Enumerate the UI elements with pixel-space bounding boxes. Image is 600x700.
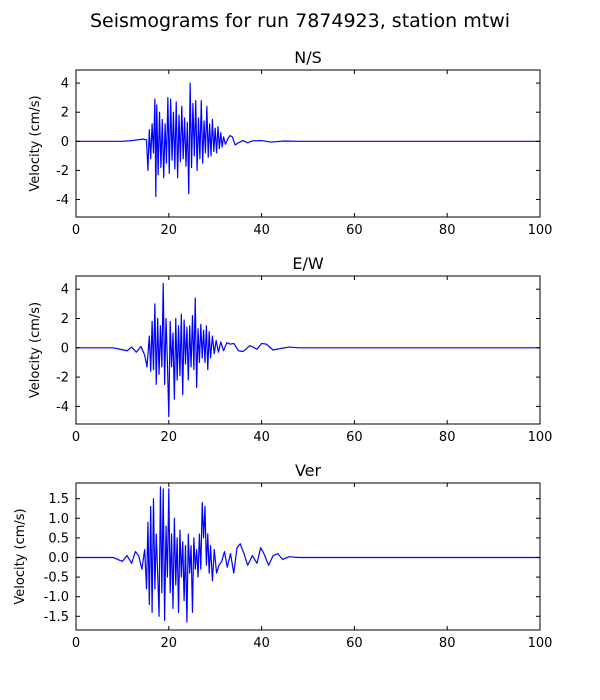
y-tick-label: 2 [61,312,69,327]
subplot-title: E/W [292,254,324,273]
axes-frame [75,69,541,218]
y-tick-label: -4 [56,193,69,208]
y-tick-label: -1.0 [44,590,69,605]
y-axis-label: Velocity (cm/s) [13,508,28,604]
y-axis-label: Velocity (cm/s) [28,302,43,398]
x-tick-label: 0 [72,636,80,651]
subplot-title: N/S [294,48,322,67]
x-tick-label: 80 [439,636,456,651]
x-tick-label: 100 [528,636,553,651]
y-axis-label: Velocity (cm/s) [28,95,43,191]
y-tick-label: 0 [61,341,69,356]
y-tick-label: 0.0 [48,551,69,566]
velocity-trace-line [76,486,540,623]
y-tick-label: 0.5 [48,531,69,546]
velocity-trace-line [76,282,540,418]
y-tick-label: 1.5 [48,492,69,507]
x-tick-label: 40 [253,223,270,238]
subplot-3: Ver Velocity (cm/s) 0 20 40 60 80 100 -1.5 -1.0 -0… [13,461,552,651]
x-tick-label: 20 [161,636,178,651]
x-tick-label: 60 [346,636,363,651]
x-tick-label: 100 [528,430,553,445]
y-tick-label: -1.5 [44,610,69,625]
x-tick-label: 40 [253,430,270,445]
x-tick-label: 100 [528,223,553,238]
y-tick-label: -4 [56,400,69,415]
subplot-title: Ver [295,461,322,480]
x-tick-label: 0 [72,430,80,445]
x-tick-label: 60 [346,430,363,445]
y-tick-label: 2 [61,106,69,121]
x-tick-label: 20 [161,223,178,238]
x-tick-label: 60 [346,223,363,238]
x-tick-label: 0 [72,223,80,238]
y-tick-label: 4 [61,77,69,92]
x-tick-label: 40 [253,636,270,651]
x-tick-label: 80 [439,223,456,238]
subplot-2: E/W Velocity (cm/s) 0 20 40 60 80 100 -4 -2 0 2 4 [28,254,552,445]
figure-title: Seismograms for run 7874923, station mtw… [89,10,511,32]
y-tick-label: 0 [61,135,69,150]
x-tick-label: 20 [161,430,178,445]
y-tick-label: -0.5 [44,571,69,586]
x-tick-label: 80 [439,430,456,445]
y-tick-label: 1.0 [48,512,69,527]
velocity-trace-line [76,82,540,198]
y-tick-label: 4 [61,283,69,298]
y-tick-label: -2 [56,164,69,179]
subplot-1: N/S Velocity (cm/s) 0 20 40 60 80 100 -4 -2 0 2 4 [28,48,552,238]
axes-frame [75,482,541,631]
y-tick-label: -2 [56,371,69,386]
axes-frame [75,275,541,425]
